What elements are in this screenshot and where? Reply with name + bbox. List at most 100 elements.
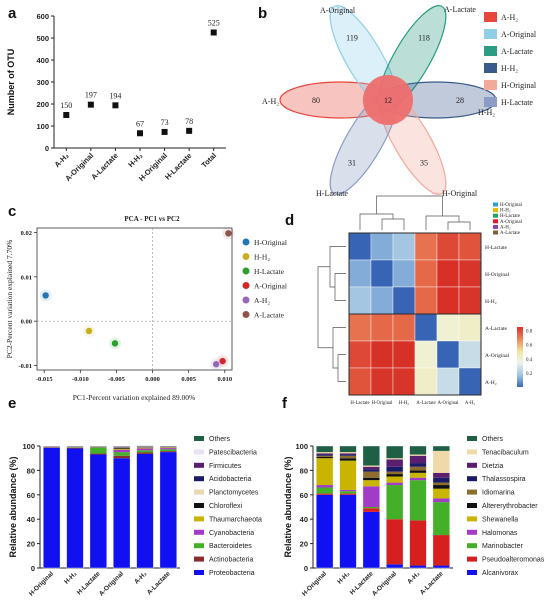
- phylum-bar-segment: [113, 449, 131, 453]
- heatmap-top-dendrogram: [376, 195, 443, 216]
- genus-legend-label: Pseudoalteromonas: [482, 557, 545, 564]
- phylum-bar-outline: [159, 445, 177, 569]
- otu-point: [210, 29, 217, 36]
- genus-bar-segment: [316, 452, 334, 454]
- genus-y-axis-label: Relative abundance (%): [283, 456, 293, 557]
- genus-bar-segment: [362, 486, 380, 507]
- genus-legend-swatch: [467, 529, 477, 535]
- pca-point: [111, 340, 119, 347]
- genus-bar-segment: [432, 477, 450, 483]
- heatmap-col-label: H-Original: [371, 401, 393, 406]
- heatmap-group-label: H-Lactate: [500, 214, 521, 219]
- genus-bar-segment: [339, 454, 357, 456]
- venn-legend-swatch: [484, 46, 497, 56]
- otu-point: [161, 128, 168, 135]
- genus-bar-segment: [362, 471, 380, 478]
- distance-heatmap: H-LactateH-OriginalH-H₂A-LactateA-Origin…: [317, 195, 533, 406]
- genus-bar-segment: [432, 450, 450, 473]
- phylum-legend-label: Acidobacteria: [209, 476, 252, 483]
- heatmap-cell: [392, 340, 416, 369]
- phylum-y-tick-label: 0: [31, 564, 35, 573]
- genus-bar-segment: [362, 507, 380, 509]
- heatmap-cell: [436, 286, 460, 315]
- genus-legend-label: Idiomarina: [482, 490, 515, 497]
- phylum-bar-segment: [159, 452, 177, 568]
- phylum-bar-segment: [113, 452, 131, 456]
- pca-legend-label: H-Lactate: [254, 267, 285, 276]
- otu-point: [137, 130, 143, 137]
- genus-legend-swatch: [467, 476, 477, 482]
- heatmap-col-label: A-H₂: [465, 401, 476, 406]
- heatmap-cell: [370, 286, 394, 315]
- heatmap-cell: [436, 367, 460, 396]
- pca-legend-label: A-H₂: [254, 296, 270, 305]
- heatmap-colorbar-tick: 0.4: [526, 358, 533, 363]
- phylum-y-tick-label: 100: [22, 442, 35, 451]
- phylum-y-tick-label: 80: [27, 466, 35, 475]
- pca-plot-frame: [36, 227, 233, 371]
- otu-point: [112, 102, 119, 109]
- phylum-legend-label: Patescibacteria: [209, 449, 257, 456]
- phylum-bar-segment: [136, 452, 154, 454]
- phylum-bar-segment: [136, 447, 154, 449]
- phylum-legend-swatch: [194, 436, 204, 441]
- heatmap-col-label: A-Original: [437, 401, 459, 406]
- phylum-y-axis-label: Relative abundance (%): [8, 456, 18, 557]
- heatmap-group-label: A-H₂: [500, 225, 511, 230]
- otu-value-label: 194: [109, 91, 121, 100]
- genus-bar-segment: [339, 452, 357, 454]
- venn-unique-count: 35: [420, 158, 428, 167]
- phylum-bar-segment: [159, 448, 177, 450]
- pca-y-axis-label: PC2-Percent variation explained 7.70%: [5, 240, 14, 359]
- genus-bar-segment: [339, 460, 357, 490]
- heatmap-group-label: H-H₂: [500, 209, 511, 214]
- heatmap-group-swatch: [493, 219, 498, 224]
- heatmap-group-label: H-Original: [500, 203, 523, 208]
- genus-bar-segment: [386, 471, 404, 475]
- venn-legend: A-H₂ A-Original A-Lactate H-H₂ H-Original H-L…: [484, 12, 537, 107]
- genus-bar-segment: [362, 466, 380, 470]
- venn-set-label: H-Original: [442, 189, 478, 198]
- pca-legend-label: A-Lactate: [254, 311, 285, 320]
- genus-bar-segment: [409, 520, 427, 566]
- genus-bar-segment: [409, 446, 427, 455]
- phylum-bar-outline: [66, 445, 84, 569]
- venn-legend-swatch: [484, 29, 497, 39]
- genus-bar-segment: [316, 453, 334, 455]
- venn-core-count: 12: [384, 96, 392, 105]
- phylum-legend-swatch: [194, 556, 204, 562]
- phylum-bar-segment: [89, 447, 107, 454]
- genus-bar-segment: [386, 458, 404, 460]
- heatmap-cell: [414, 286, 438, 315]
- genus-bar-segment: [432, 488, 450, 499]
- otu-y-tick-label: 200: [36, 100, 49, 109]
- genus-bar-segment: [316, 493, 334, 495]
- heatmap-cell: [458, 259, 482, 288]
- heatmap-group-label: A-Original: [500, 220, 523, 225]
- genus-bar-segment: [362, 511, 380, 568]
- genus-bar-segment: [316, 494, 334, 568]
- heatmap-group-swatch: [493, 202, 498, 207]
- genus-bar-segment: [432, 446, 450, 451]
- pca-plot: PCA - PC1 vs PC2 PC1-Percent variation e…: [5, 215, 235, 402]
- genus-bar-outline: [409, 445, 427, 569]
- heatmap-group-label: A-Lactate: [500, 231, 521, 236]
- genus-y-tick-label: 20: [300, 540, 308, 549]
- heatmap-col-label: H-H₂: [399, 401, 410, 406]
- otu-point: [186, 127, 193, 134]
- panel-label-b: b: [258, 5, 267, 22]
- phylum-abundance-chart: Relative abundance (%) 020406080100H-Ori…: [8, 436, 262, 598]
- phylum-bar-segment: [43, 447, 61, 568]
- venn-legend-label: A-Original: [501, 30, 537, 39]
- heatmap-group-swatch: [493, 224, 498, 229]
- venn-set-label: A-Lactate: [444, 5, 476, 14]
- heatmap-cell: [348, 259, 372, 288]
- pca-legend-marker: [242, 253, 250, 260]
- genus-bar-segment: [432, 485, 450, 489]
- genus-bar-segment: [386, 446, 404, 459]
- pca-legend-marker: [242, 296, 250, 304]
- heatmap-col-label: H-Lactate: [350, 401, 369, 406]
- genus-legend-swatch: [467, 449, 477, 455]
- phylum-legend-swatch: [194, 503, 204, 508]
- phylum-legend-label: Chloroflexi: [209, 503, 243, 510]
